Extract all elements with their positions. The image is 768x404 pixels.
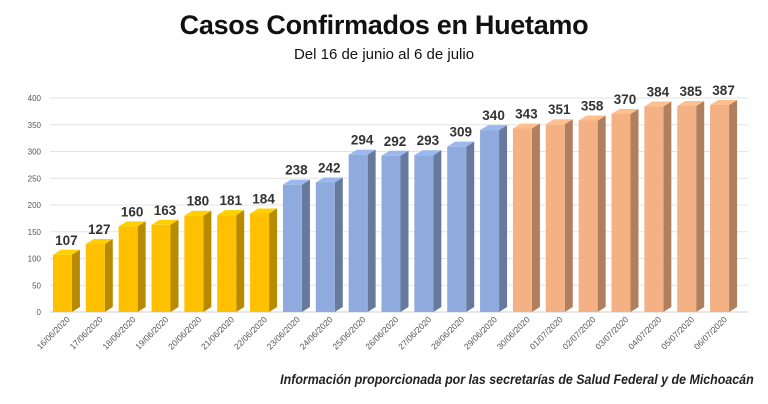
- value-label: 370: [614, 92, 637, 107]
- x-tick-label: 26/06/2020: [363, 314, 400, 351]
- x-tick-label: 06/07/2020: [692, 314, 729, 351]
- bar: [677, 101, 705, 313]
- x-tick-label: 20/06/2020: [166, 314, 203, 351]
- y-tick-label: 100: [28, 255, 42, 264]
- x-tick-label: 19/06/2020: [133, 314, 170, 351]
- bar: [250, 208, 278, 312]
- bar: [184, 210, 212, 312]
- source-note: Información proporcionada por las secret…: [280, 372, 754, 387]
- bar: [545, 119, 573, 312]
- y-axis-ticks: 0 50 100 150 200 250 300 350 400: [28, 94, 42, 317]
- value-label: 358: [581, 98, 604, 113]
- value-label: 163: [154, 203, 177, 218]
- bar: [85, 239, 113, 312]
- bar: [578, 115, 606, 312]
- bar: [118, 221, 146, 312]
- value-label: 242: [318, 161, 341, 176]
- value-label: 309: [449, 125, 472, 140]
- value-label: 385: [679, 84, 702, 99]
- x-tick-label: 04/07/2020: [626, 314, 663, 351]
- value-label: 340: [482, 108, 505, 123]
- bar: [52, 249, 80, 312]
- y-tick-label: 150: [28, 228, 42, 237]
- value-labels: 107 127 160 163 180 181 184 238 242 294 292 293 309 3…: [55, 83, 735, 248]
- value-label: 127: [88, 222, 111, 237]
- x-tick-label: 21/06/2020: [199, 314, 236, 351]
- x-tick-label: 23/06/2020: [265, 314, 302, 351]
- y-tick-label: 350: [28, 121, 42, 130]
- bar: [217, 210, 245, 312]
- value-label: 107: [55, 233, 78, 248]
- bar: [644, 101, 672, 312]
- y-tick-label: 300: [28, 148, 42, 157]
- chart-subtitle: Del 16 de junio al 6 de julio: [293, 46, 475, 63]
- x-tick-label: 22/06/2020: [232, 314, 269, 351]
- bar: [315, 177, 343, 312]
- x-axis-ticks: 16/06/202017/06/202018/06/202019/06/2020…: [35, 314, 729, 351]
- value-label: 160: [121, 204, 144, 219]
- value-label: 184: [252, 192, 275, 207]
- x-tick-label: 24/06/2020: [298, 314, 335, 351]
- y-tick-label: 250: [28, 174, 42, 183]
- value-label: 351: [548, 102, 571, 117]
- bar: [512, 123, 540, 313]
- x-tick-label: 29/06/2020: [462, 314, 499, 351]
- bar: [611, 109, 639, 312]
- value-label: 293: [417, 133, 440, 148]
- bar: [151, 219, 179, 312]
- y-tick-label: 200: [28, 201, 42, 210]
- x-tick-label: 05/07/2020: [659, 314, 696, 351]
- value-label: 387: [712, 83, 735, 98]
- x-tick-label: 18/06/2020: [100, 314, 137, 351]
- bar: [414, 150, 442, 312]
- value-label: 238: [285, 163, 308, 178]
- x-tick-label: 27/06/2020: [396, 314, 433, 351]
- y-tick-label: 0: [37, 308, 42, 317]
- value-label: 292: [384, 134, 407, 149]
- bars: [52, 99, 738, 313]
- x-tick-label: 01/07/2020: [528, 314, 565, 351]
- bar: [381, 150, 409, 312]
- bar: [447, 141, 475, 312]
- x-tick-label: 30/06/2020: [495, 314, 532, 351]
- y-tick-label: 50: [32, 281, 41, 290]
- bar: [710, 99, 738, 312]
- x-tick-label: 25/06/2020: [330, 314, 367, 351]
- x-tick-label: 28/06/2020: [429, 314, 466, 351]
- value-label: 181: [219, 193, 242, 208]
- bar: [348, 149, 376, 312]
- value-label: 384: [647, 85, 670, 100]
- y-tick-label: 400: [28, 94, 42, 103]
- x-tick-label: 03/07/2020: [593, 314, 630, 351]
- chart-title: Casos Confirmados en Huetamo: [179, 10, 589, 40]
- value-label: 294: [351, 133, 374, 148]
- x-tick-label: 16/06/2020: [35, 314, 72, 351]
- x-tick-label: 17/06/2020: [68, 314, 105, 351]
- value-label: 343: [515, 106, 538, 121]
- bar: [480, 125, 508, 312]
- x-tick-label: 02/07/2020: [560, 314, 597, 351]
- value-label: 180: [187, 194, 210, 209]
- bar: [282, 179, 310, 312]
